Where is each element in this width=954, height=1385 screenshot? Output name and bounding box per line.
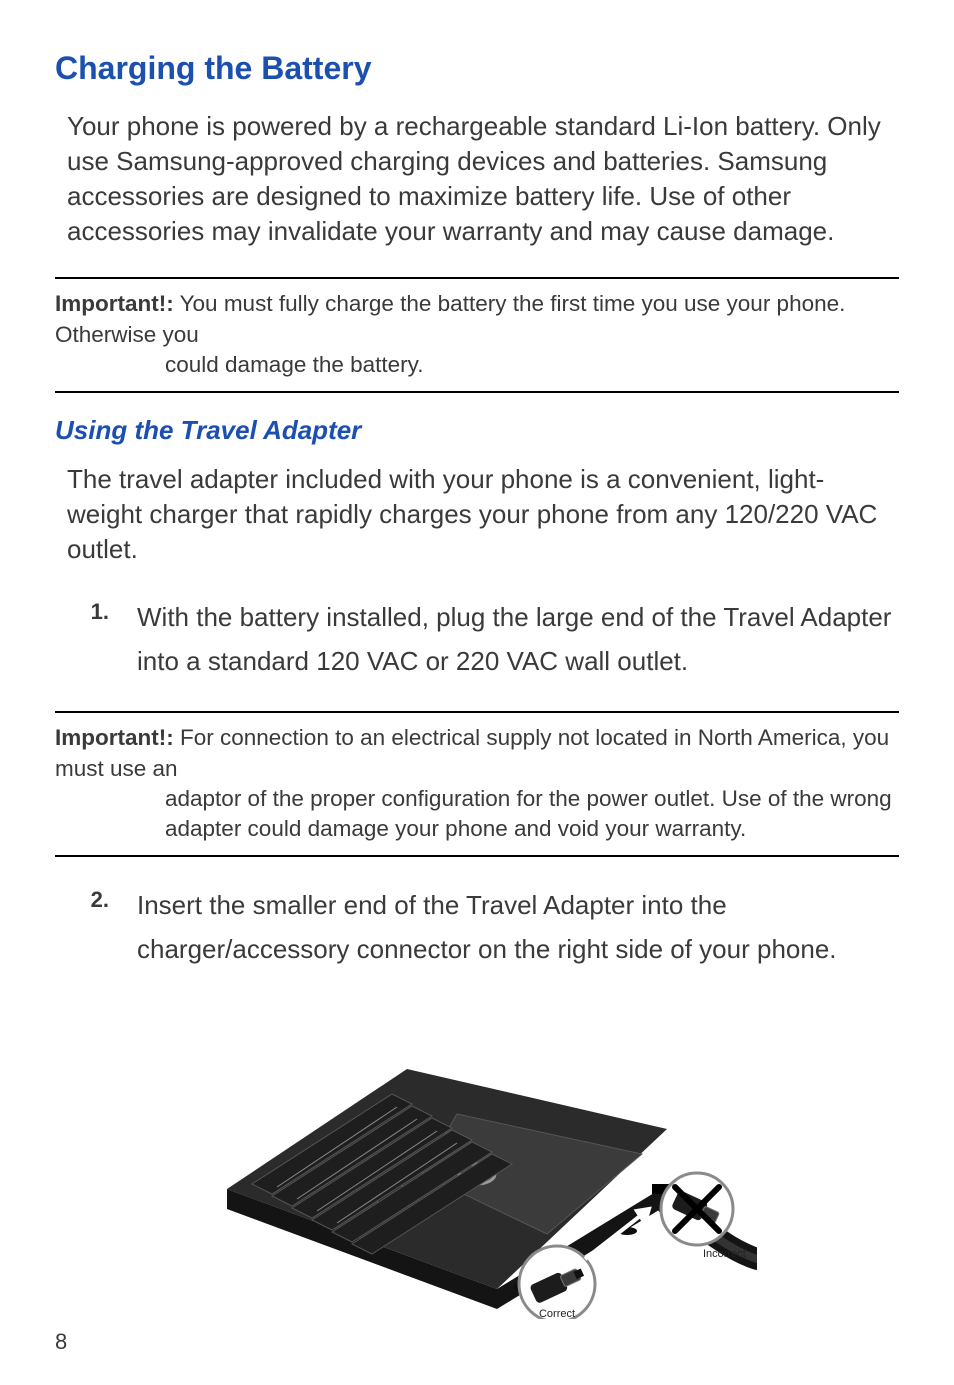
step-2: 2. Insert the smaller end of the Travel … (55, 883, 899, 971)
phone-illustration: Correct Incorrect (197, 999, 757, 1319)
important-note-2: Important!: For connection to an electri… (55, 711, 899, 857)
note-label: Important!: (55, 291, 174, 316)
subsection-title: Using the Travel Adapter (55, 415, 899, 446)
step-text: Insert the smaller end of the Travel Ada… (137, 883, 899, 971)
note-text-line1: You must fully charge the battery the fi… (55, 291, 845, 346)
note-text-line1: For connection to an electrical supply n… (55, 725, 889, 780)
step-number: 1. (83, 595, 109, 683)
intro-paragraph: Your phone is powered by a rechargeable … (55, 109, 899, 249)
important-note-1: Important!: You must fully charge the ba… (55, 277, 899, 392)
step-1: 1. With the battery installed, plug the … (55, 595, 899, 683)
note-text-rest: adaptor of the proper configuration for … (55, 784, 899, 845)
subsection-intro: The travel adapter included with your ph… (55, 462, 899, 567)
svg-text:Correct: Correct (539, 1308, 575, 1319)
svg-text:Incorrect: Incorrect (703, 1248, 746, 1260)
step-number: 2. (83, 883, 109, 971)
phone-charger-figure: Correct Incorrect (55, 999, 899, 1319)
section-title: Charging the Battery (55, 50, 899, 87)
note-text-rest: could damage the battery. (55, 350, 899, 380)
step-text: With the battery installed, plug the lar… (137, 595, 899, 683)
page-number: 8 (55, 1329, 899, 1355)
note-label: Important!: (55, 725, 174, 750)
